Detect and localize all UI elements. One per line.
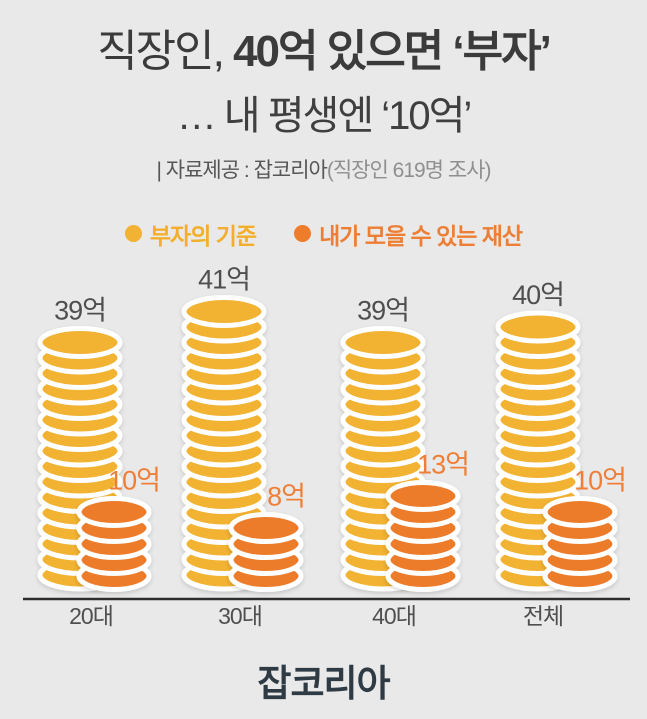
value-label: 41억 bbox=[198, 264, 250, 294]
value-label: 8억 bbox=[267, 481, 305, 511]
legend-label-rich: 부자의 기준 bbox=[149, 222, 257, 249]
coin-stack bbox=[76, 495, 152, 592]
coin bbox=[76, 495, 152, 528]
coin-stack bbox=[385, 479, 461, 592]
coin bbox=[181, 294, 267, 328]
coin-stack bbox=[181, 294, 267, 592]
value-label: 40억 bbox=[512, 280, 564, 310]
coin bbox=[37, 325, 123, 359]
title-light-part: 직장인, bbox=[97, 27, 234, 76]
coin-stack bbox=[228, 511, 304, 592]
category-label: 40대 bbox=[372, 603, 416, 629]
source-credit: | 자료제공 : 잡코리아(직장인 619명 조사) bbox=[0, 154, 647, 184]
coin bbox=[228, 511, 304, 544]
title-bold-part: 40억 있으면 ‘부자’ bbox=[233, 27, 552, 76]
coin bbox=[495, 310, 581, 344]
page-subtitle: … 내 평생엔 ‘10억’ bbox=[176, 93, 473, 138]
category-label: 30대 bbox=[218, 603, 262, 629]
value-label: 10억 bbox=[108, 465, 160, 495]
jobkorea-logo: 잡코리아 bbox=[257, 662, 390, 704]
source-main: | 자료제공 : 잡코리아 bbox=[156, 158, 328, 182]
source-detail: (직장인 619명 조사) bbox=[326, 158, 492, 182]
legend-label-mine: 내가 모을 수 있는 재산 bbox=[319, 222, 523, 249]
category-label: 20대 bbox=[69, 603, 113, 629]
value-label: 39억 bbox=[357, 295, 409, 325]
page-title: 직장인, 40억 있으면 ‘부자’ bbox=[0, 0, 647, 79]
legend-item-rich: 부자의 기준 bbox=[124, 217, 257, 251]
coin bbox=[385, 479, 461, 512]
value-label: 13억 bbox=[417, 449, 469, 479]
coin-chart: 39억 10억 41억 8억 39억 13억 40억 10억 20대 30대 40대 전체 bbox=[23, 264, 630, 629]
legend-dot-mine-icon bbox=[294, 225, 312, 243]
coin bbox=[340, 325, 426, 359]
coin-chart-area: 39억 10억 41억 8억 39억 13억 40억 10억 20대 30대 40대 전체 bbox=[0, 253, 647, 633]
legend-dot-rich-icon bbox=[124, 225, 142, 243]
coin bbox=[542, 495, 618, 528]
coin-stack bbox=[340, 325, 426, 592]
value-label: 39억 bbox=[54, 295, 106, 325]
legend-item-mine: 내가 모을 수 있는 재산 bbox=[294, 217, 523, 251]
value-label: 10억 bbox=[574, 465, 626, 495]
category-label: 전체 bbox=[523, 603, 563, 629]
coin-stack bbox=[542, 495, 618, 592]
chart-legend: 부자의 기준 내가 모을 수 있는 재산 bbox=[0, 217, 647, 251]
